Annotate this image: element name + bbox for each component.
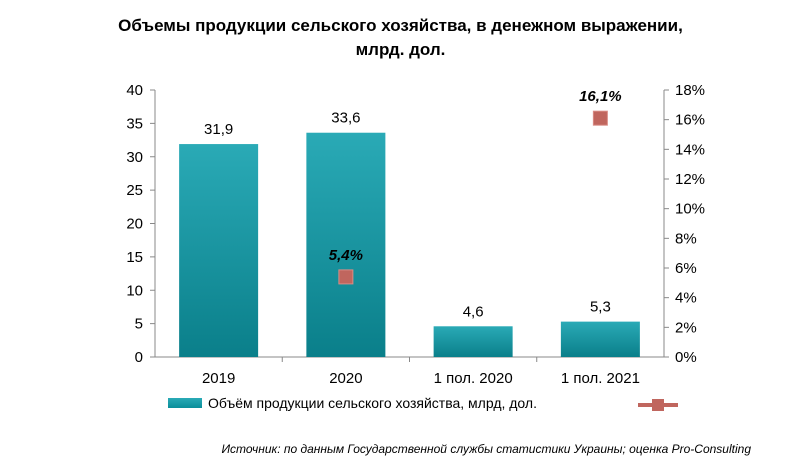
bar-data-label: 4,6 — [463, 303, 484, 320]
y-tick-label-left: 35 — [126, 115, 143, 132]
y-tick-label-left: 0 — [135, 349, 143, 366]
y-tick-label-left: 5 — [135, 316, 143, 333]
bar-data-label: 33,6 — [331, 110, 360, 127]
y-tick-label-left: 30 — [126, 149, 143, 166]
y-tick-label-left: 20 — [126, 216, 143, 233]
y-tick-label-right: 8% — [675, 230, 697, 247]
bar-data-label: 31,9 — [204, 121, 233, 138]
y-tick-label-right: 0% — [675, 349, 697, 366]
y-tick-label-right: 6% — [675, 260, 697, 277]
y-tick-label-right: 4% — [675, 290, 697, 307]
x-tick-label: 2019 — [202, 370, 235, 387]
legend-bar-swatch — [168, 398, 202, 408]
y-tick-label-right: 14% — [675, 141, 705, 158]
y-tick-label-right: 18% — [675, 82, 705, 99]
x-tick-label: 1 пол. 2021 — [561, 370, 640, 387]
chart-title: Объемы продукции сельского хозяйства, в … — [0, 14, 801, 62]
percent-data-label: 5,4% — [329, 247, 363, 264]
y-tick-label-right: 10% — [675, 201, 705, 218]
percent-marker — [338, 269, 354, 285]
x-tick-label: 1 пол. 2020 — [434, 370, 513, 387]
y-tick-label-right: 12% — [675, 171, 705, 188]
legend-bar-entry: Объём продукции сельского хозяйства, млр… — [168, 395, 537, 411]
percent-marker — [592, 110, 608, 126]
bar — [433, 326, 513, 357]
y-tick-label-right: 16% — [675, 112, 705, 129]
y-tick-label-left: 15 — [126, 249, 143, 266]
chart-title-line1: Объемы продукции сельского хозяйства, в … — [118, 16, 683, 35]
legend-marker-swatch — [652, 399, 664, 411]
chart-title-line2: млрд. дол. — [355, 40, 446, 59]
x-tick-label: 2020 — [329, 370, 362, 387]
percent-data-label: 16,1% — [579, 88, 622, 105]
source-note: Источник: по данным Государственной служ… — [221, 442, 751, 456]
legend-marker-entry — [638, 399, 678, 411]
bar — [560, 321, 640, 357]
bar — [306, 132, 386, 357]
legend-bar-label: Объём продукции сельского хозяйства, млр… — [208, 395, 537, 411]
y-tick-label-left: 25 — [126, 182, 143, 199]
bar-data-label: 5,3 — [590, 299, 611, 316]
bar — [179, 144, 259, 357]
y-tick-label-right: 2% — [675, 319, 697, 336]
y-tick-label-left: 10 — [126, 282, 143, 299]
y-tick-label-left: 40 — [126, 82, 143, 99]
